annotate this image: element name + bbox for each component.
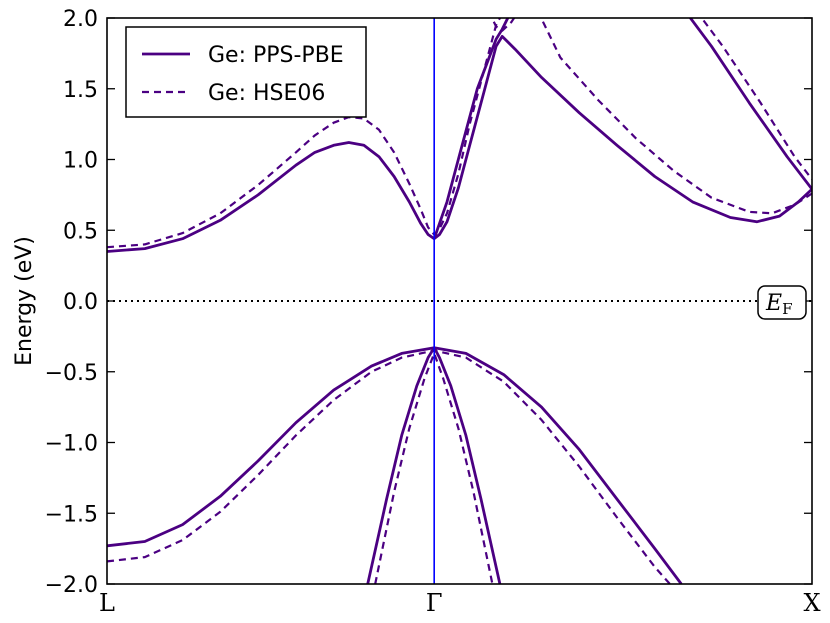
hse06-band-5 xyxy=(374,352,494,584)
y-tick-label: 2.0 xyxy=(63,7,98,32)
k-point-label: L xyxy=(99,589,115,617)
fermi-label-box: EF xyxy=(757,285,807,320)
y-tick-label: 1.0 xyxy=(63,149,98,174)
k-point-label: Γ xyxy=(426,589,443,617)
fermi-label: EF xyxy=(765,291,792,318)
legend-label-pps-pbe: Ge: PPS-PBE xyxy=(208,43,344,68)
pps-pbe-band-2 xyxy=(688,18,812,191)
hse06-band-4 xyxy=(107,349,671,584)
legend: Ge: PPS-PBE Ge: HSE06 xyxy=(125,26,367,118)
y-tick-label: −0.5 xyxy=(45,361,98,386)
y-tick-label: 0.5 xyxy=(63,219,98,244)
y-tick-label: −2.0 xyxy=(45,573,98,598)
y-tick-label: 1.5 xyxy=(63,78,98,103)
pps-pbe-band-0 xyxy=(107,35,812,253)
pps-pbe-band-3 xyxy=(107,346,683,584)
hse06-band-3 xyxy=(700,18,812,180)
hse06-band-0 xyxy=(107,18,502,249)
k-point-label: X xyxy=(803,589,820,617)
y-axis: −2.0 −1.5 −1.0 −0.5 0.0 0.5 1.0 1.5 2.0 xyxy=(45,7,812,598)
y-axis-label: Energy (eV) xyxy=(12,236,37,366)
legend-label-hse06: Ge: HSE06 xyxy=(208,81,325,106)
y-tick-label: −1.5 xyxy=(45,502,98,527)
bands-layer xyxy=(107,18,812,584)
y-tick-label: −1.0 xyxy=(45,432,98,457)
y-tick-label: 0.0 xyxy=(63,290,98,315)
legend-frame xyxy=(125,26,367,118)
